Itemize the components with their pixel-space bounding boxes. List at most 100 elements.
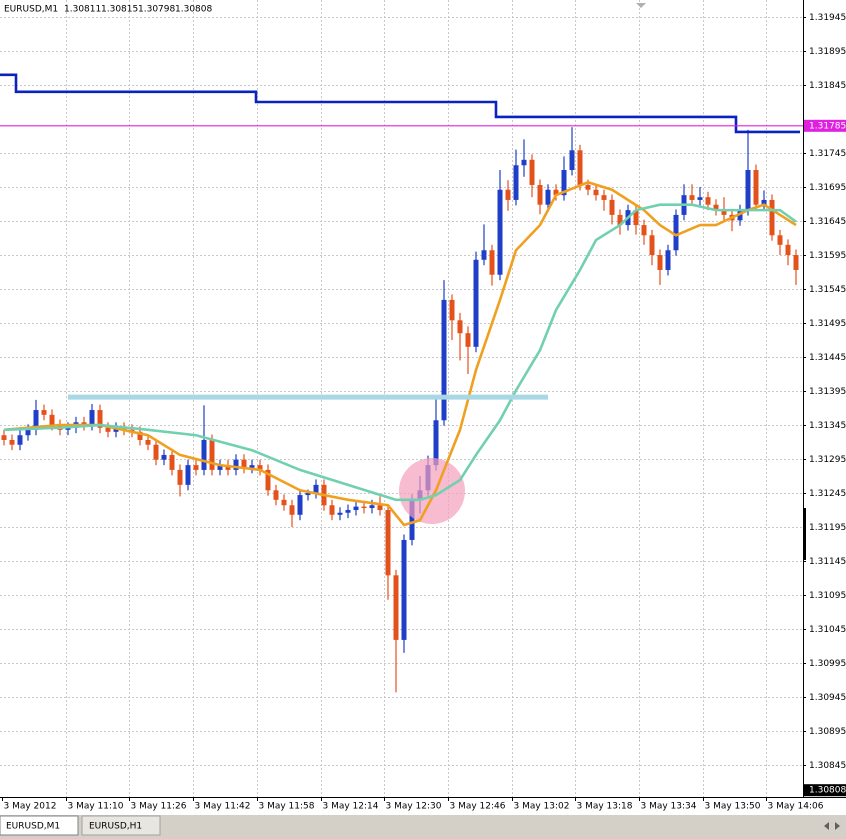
candle-body — [281, 499, 287, 506]
candle-body — [97, 410, 103, 428]
candle-body — [673, 214, 679, 251]
candle-body — [561, 170, 567, 196]
candle-body — [553, 189, 559, 196]
candle-body — [369, 505, 375, 508]
quote-value: 1.30815 — [101, 5, 138, 15]
candle-body — [657, 255, 663, 270]
candle-body — [513, 165, 519, 200]
candle-body — [777, 235, 783, 245]
candle-body — [745, 170, 751, 211]
candle-body — [17, 435, 23, 445]
y-tick-label: 1.31745 — [809, 149, 846, 159]
quote-value: 1.30808 — [175, 5, 212, 15]
y-tick-label: 1.31195 — [809, 523, 846, 533]
moving-average — [3, 203, 797, 502]
moving-average — [3, 180, 797, 527]
candle-body — [41, 410, 47, 415]
candle-body — [433, 420, 439, 466]
candle-body — [89, 410, 95, 426]
x-tick-label: 3 May 13:50 — [705, 802, 761, 812]
candle-body — [217, 465, 223, 470]
candle-body — [305, 493, 311, 496]
candle-body — [169, 454, 175, 470]
shift-marker — [636, 3, 646, 8]
candle-body — [225, 465, 231, 470]
candle-body — [265, 469, 271, 491]
candle-body — [353, 506, 359, 511]
candle-body — [33, 410, 39, 430]
candle-body — [297, 495, 303, 515]
candle-body — [601, 195, 607, 200]
y-tick-label: 1.31295 — [809, 455, 846, 465]
candle-body — [177, 469, 183, 485]
y-tick-label: 1.31545 — [809, 285, 846, 295]
candle-body — [81, 422, 87, 426]
candle-body — [401, 539, 407, 640]
candle-body — [345, 510, 351, 513]
tab-label[interactable]: EURUSD,H1 — [89, 822, 142, 832]
chart-symbol: EURUSD,M1 — [4, 5, 58, 15]
y-tick-label: 1.31895 — [809, 47, 846, 57]
candle-body — [409, 499, 415, 540]
candle-body — [665, 250, 671, 270]
tab-scroll-left[interactable] — [824, 822, 829, 830]
candle-body — [593, 189, 599, 196]
candle-body — [145, 439, 151, 445]
y-tick-label: 1.31395 — [809, 387, 846, 397]
candle-body — [617, 214, 623, 226]
candle-body — [521, 159, 527, 166]
tab-scroll-right[interactable] — [835, 822, 840, 830]
candle-body — [105, 427, 111, 432]
candle-body — [793, 255, 799, 270]
x-tick-label: 3 May 14:06 — [768, 802, 824, 812]
candle-body — [649, 235, 655, 256]
candle-body — [377, 505, 383, 511]
candle-body — [545, 189, 551, 205]
candle-body — [121, 427, 127, 430]
candle-body — [25, 429, 31, 436]
y-tick-label: 1.30845 — [809, 761, 846, 771]
y-tick-label: 1.31695 — [809, 183, 846, 193]
y-tick-label: 1.31095 — [809, 591, 846, 601]
candle-body — [9, 439, 15, 445]
candle-body — [337, 512, 343, 515]
last-price-box — [804, 784, 846, 797]
x-tick-label: 3 May 11:10 — [68, 802, 124, 812]
tab-active[interactable] — [0, 815, 79, 836]
y-tick-label: 1.31345 — [809, 421, 846, 431]
x-tick-label: 3 May 13:34 — [641, 802, 697, 812]
tab[interactable] — [81, 815, 161, 836]
plot-area — [1, 127, 799, 693]
candle-body — [689, 195, 695, 200]
x-tick-label: 3 May 11:26 — [131, 802, 187, 812]
candle-body — [697, 197, 703, 200]
tab-label[interactable]: EURUSD,M1 — [6, 822, 60, 832]
candle-body — [505, 189, 511, 200]
step-line — [0, 73, 800, 134]
x-tick-label: 3 May 12:30 — [386, 802, 442, 812]
y-tick-label: 1.31245 — [809, 489, 846, 499]
candle-body — [137, 431, 143, 440]
candle-body — [529, 159, 535, 185]
y-tick-label: 1.31945 — [809, 13, 846, 23]
candle-body — [569, 150, 575, 171]
candle-body — [705, 197, 711, 205]
candle-body — [1, 435, 7, 440]
candle-body — [449, 299, 455, 321]
y-tick-label: 1.31595 — [809, 251, 846, 261]
candle-body — [633, 210, 639, 226]
candle-body — [473, 259, 479, 347]
candle-body — [153, 444, 159, 460]
candle-body — [441, 299, 447, 421]
x-tick-label: 3 May 11:58 — [259, 802, 315, 812]
candle-body — [273, 490, 279, 500]
candle-body — [457, 320, 463, 334]
y-tick-label: 1.31045 — [809, 625, 846, 635]
y-tick-label: 1.31495 — [809, 319, 846, 329]
candle-body — [193, 465, 199, 470]
candle-body — [209, 439, 215, 470]
candle-body — [753, 170, 759, 205]
x-tick-label: 3 May 13:02 — [514, 802, 570, 812]
candle-body — [585, 184, 591, 190]
